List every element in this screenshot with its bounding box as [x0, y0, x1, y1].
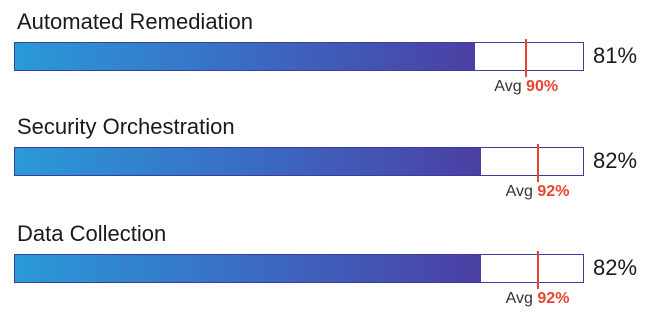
- bar: [15, 148, 481, 175]
- metric-row: Security Orchestration 82% Avg 92%: [0, 105, 660, 205]
- average-marker: [536, 251, 539, 289]
- category-label: Security Orchestration: [17, 114, 235, 139]
- average-label: Avg 92%: [506, 182, 570, 202]
- bar: [15, 255, 481, 282]
- bar-track: [14, 144, 584, 182]
- average-marker: [536, 144, 539, 182]
- average-marker: [525, 39, 528, 77]
- average-value: 90%: [526, 78, 559, 95]
- bar-track: [14, 39, 584, 77]
- category-label: Data Collection: [17, 221, 167, 246]
- bar: [15, 43, 476, 70]
- average-value: 92%: [537, 183, 570, 200]
- average-value: 92%: [537, 290, 570, 307]
- average-label: Avg 90%: [494, 77, 558, 97]
- average-prefix: Avg: [505, 290, 533, 307]
- bar-track: [14, 251, 584, 289]
- category-label: Automated Remediation: [17, 9, 254, 34]
- bar-value-label: 82%: [593, 255, 638, 280]
- average-label: Avg 92%: [506, 289, 570, 309]
- metric-row: Data Collection 82% Avg 92%: [0, 212, 660, 312]
- bar-value-label: 81%: [593, 43, 638, 68]
- average-prefix: Avg: [494, 78, 522, 95]
- average-prefix: Avg: [505, 183, 533, 200]
- bar-value-label: 82%: [593, 148, 638, 173]
- metric-row: Automated Remediation 81% Avg 90%: [0, 0, 660, 100]
